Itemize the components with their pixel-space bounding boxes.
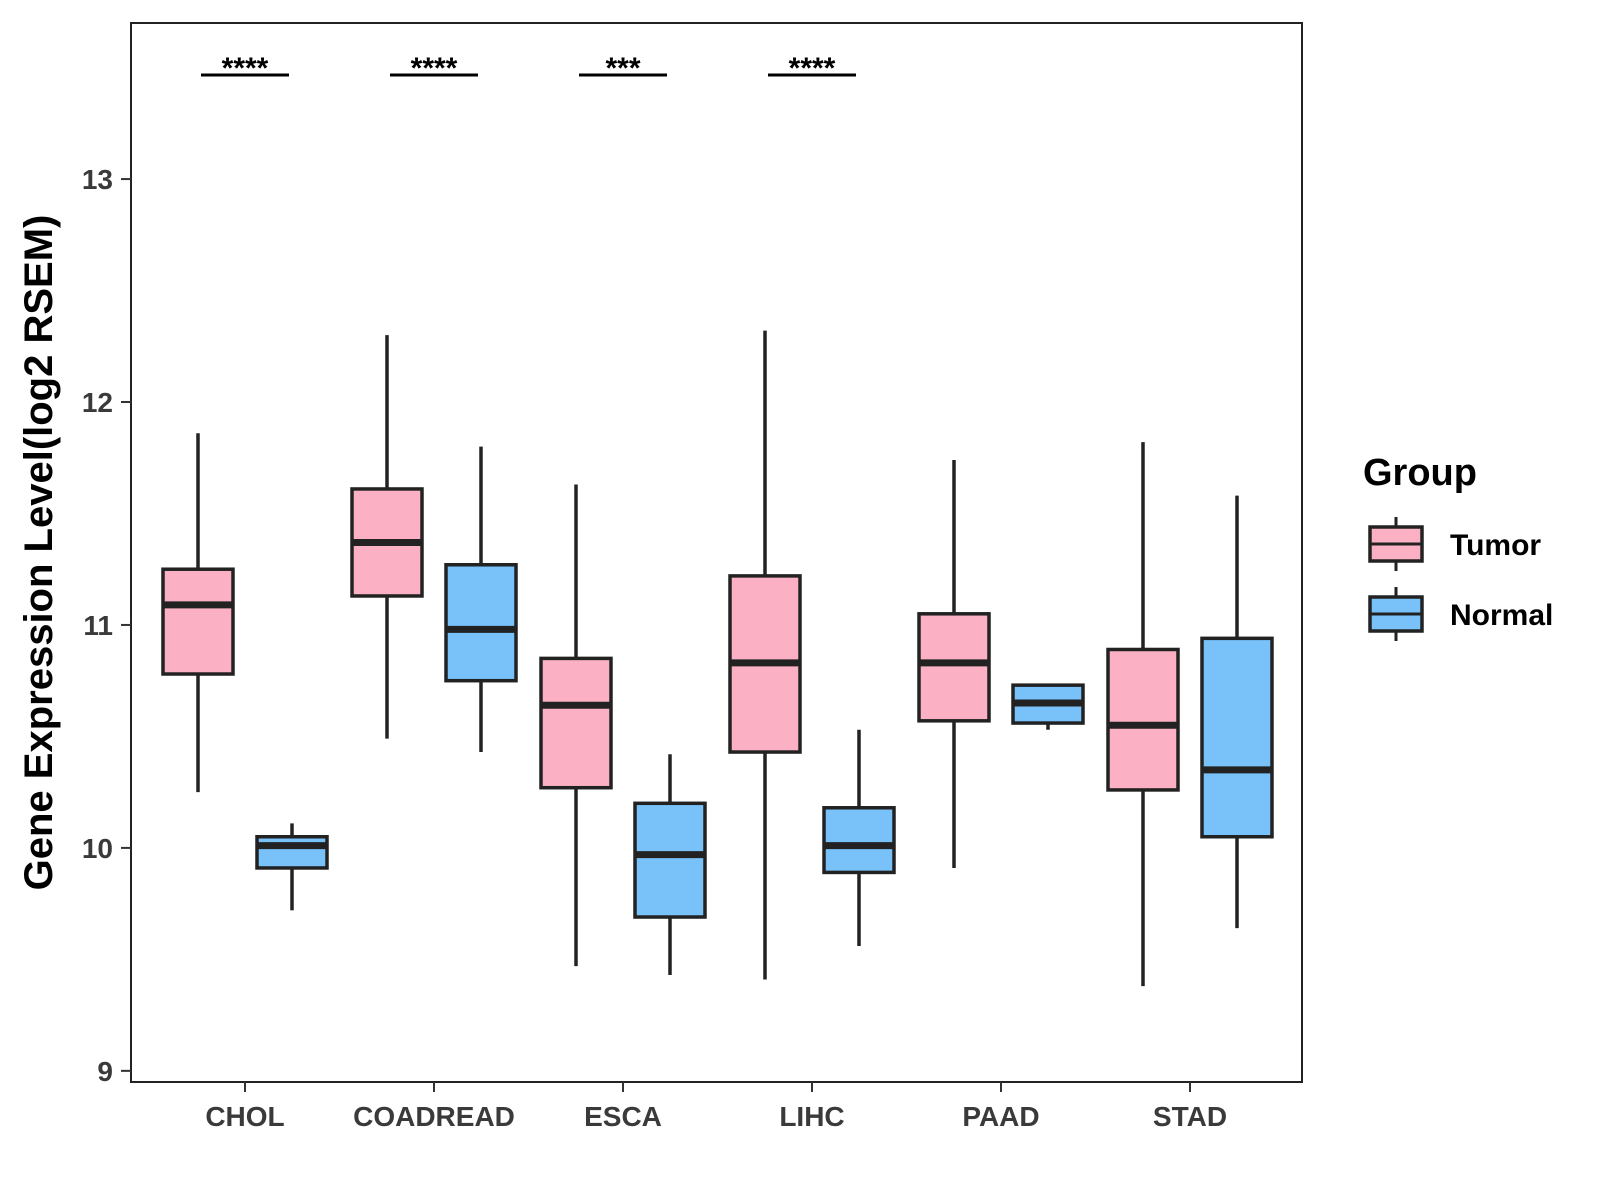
- box-normal-chol: [255, 823, 329, 911]
- legend-item-normal: Normal: [1368, 587, 1553, 641]
- plot-panel-border: [130, 22, 1303, 1083]
- legend-label: Tumor: [1450, 529, 1541, 562]
- box-iqr: [917, 612, 991, 723]
- box-normal-lihc: [822, 729, 896, 947]
- legend: Group Tumor Normal: [1363, 452, 1553, 641]
- box-iqr: [1106, 647, 1180, 792]
- box-normal-coadread: [444, 446, 518, 753]
- box-tumor-coadread: [350, 335, 424, 739]
- box-tumor-lihc: [728, 330, 802, 980]
- legend-label: Normal: [1450, 599, 1553, 632]
- x-tick-label-esca: ESCA: [584, 1101, 662, 1132]
- legend-item-tumor: Tumor: [1368, 517, 1541, 571]
- x-tick-label-stad: STAD: [1153, 1101, 1227, 1132]
- y-tick-label: 11: [83, 610, 113, 641]
- y-axis-title: Gene Expression Level(log2 RSEM): [17, 215, 61, 891]
- box-tumor-stad: [1106, 442, 1180, 987]
- box-iqr: [822, 806, 896, 875]
- box-normal-esca: [633, 754, 707, 975]
- box-iqr: [255, 835, 329, 870]
- box-iqr: [1200, 636, 1274, 839]
- box-iqr: [161, 567, 235, 676]
- box-normal-paad: [1011, 683, 1085, 730]
- legend-title: Group: [1363, 452, 1477, 494]
- box-iqr: [633, 801, 707, 919]
- y-tick-label: 12: [82, 387, 113, 418]
- plot-area: **** **** *** ****: [161, 52, 1274, 987]
- x-tick-label-chol: CHOL: [205, 1101, 284, 1132]
- y-tick-label: 10: [82, 833, 113, 864]
- box-tumor-chol: [161, 433, 235, 793]
- box-tumor-esca: [539, 484, 613, 967]
- axes: 9 10 11 12 13 CHOL COADREAD ESCA LIHC PAAD STAD Gen…: [17, 22, 1303, 1132]
- box-normal-stad: [1200, 495, 1274, 929]
- significance-label: ***: [605, 52, 640, 85]
- significance-label: ****: [222, 52, 269, 85]
- x-tick-label-coadread: COADREAD: [353, 1101, 515, 1132]
- box-iqr: [444, 563, 518, 683]
- box-iqr: [539, 656, 613, 790]
- y-tick-label: 13: [82, 164, 113, 195]
- box-tumor-paad: [917, 459, 991, 868]
- x-tick-label-lihc: LIHC: [779, 1101, 844, 1132]
- y-tick-label: 9: [97, 1056, 113, 1087]
- x-tick-label-paad: PAAD: [962, 1101, 1039, 1132]
- significance-label: ****: [411, 52, 458, 85]
- significance-label: ****: [789, 52, 836, 85]
